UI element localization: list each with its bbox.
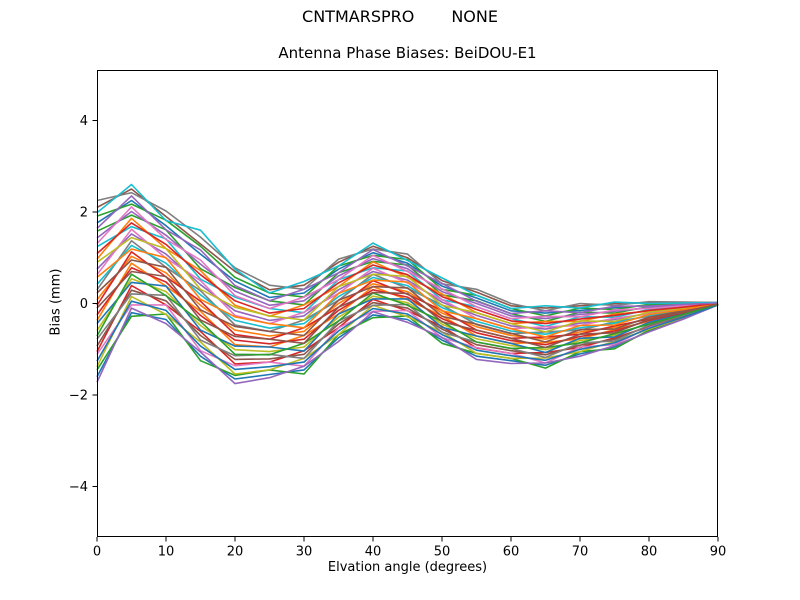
series-line: [96, 289, 719, 361]
series-line: [96, 206, 719, 320]
suptitle-station: CNTMARSPRO: [302, 7, 415, 26]
series-line: [96, 191, 719, 312]
series-line: [96, 304, 719, 385]
x-tick-label: 50: [434, 545, 451, 560]
series-line: [96, 248, 719, 338]
x-tick-label: 20: [227, 545, 244, 560]
series-line: [96, 233, 719, 330]
y-tick-label: 0: [80, 297, 88, 312]
series-line: [96, 244, 719, 336]
y-tick-label: 4: [80, 114, 88, 129]
suptitle: CNTMARSPRO NONE: [0, 8, 800, 26]
series-line: [96, 199, 719, 314]
series-line: [96, 304, 719, 368]
axes-title: Antenna Phase Biases: BeiDOU-E1: [278, 44, 537, 62]
x-tick-label: 40: [365, 545, 382, 560]
y-tick-label: −4: [69, 480, 88, 495]
x-axis-label: Elvation angle (degrees): [327, 560, 488, 575]
series-line: [96, 281, 719, 354]
y-tick-label: −2: [69, 389, 88, 404]
x-tick-label: 70: [572, 545, 589, 560]
series-line: [96, 270, 719, 349]
series-line: [96, 214, 719, 323]
series-line: [96, 259, 719, 343]
axes-frame: [97, 70, 718, 537]
x-tick-label: 60: [503, 545, 520, 560]
series-line: [96, 304, 719, 377]
series-line: [96, 273, 719, 356]
x-tick-label: 30: [296, 545, 313, 560]
series-line: [96, 210, 719, 320]
series-line: [96, 236, 719, 333]
series-line: [96, 266, 719, 346]
suptitle-antenna-type: NONE: [451, 7, 498, 26]
series-line: [96, 304, 719, 380]
y-axis-label: Bias (mm): [48, 268, 64, 336]
series-line: [96, 222, 719, 325]
series-line: [96, 277, 719, 353]
x-tick-label: 0: [93, 545, 101, 560]
series-line: [96, 183, 719, 310]
series-line: [96, 255, 719, 341]
series-line: [96, 188, 718, 309]
series-line: [96, 300, 719, 371]
series-line: [96, 293, 719, 360]
x-tick-label: 80: [641, 545, 658, 560]
x-tick-label: 90: [710, 545, 727, 560]
series-line: [96, 195, 719, 315]
x-tick-label: 10: [158, 545, 175, 560]
y-tick-label: 2: [80, 205, 88, 220]
